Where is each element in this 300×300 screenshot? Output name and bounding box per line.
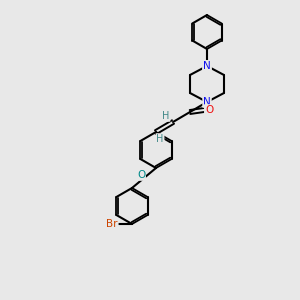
- Text: Br: Br: [106, 219, 118, 229]
- Text: N: N: [203, 61, 211, 71]
- Text: N: N: [203, 61, 211, 71]
- Text: O: O: [205, 105, 213, 115]
- Text: N: N: [203, 97, 211, 107]
- Text: H: H: [162, 111, 170, 121]
- Text: H: H: [156, 134, 164, 144]
- Text: O: O: [137, 170, 145, 180]
